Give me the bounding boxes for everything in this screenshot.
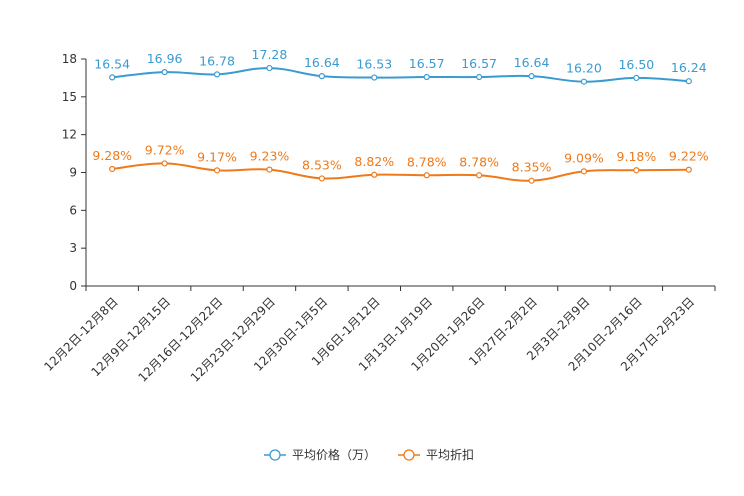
series-line-1	[112, 67, 689, 83]
y-tick-label: 18	[62, 52, 77, 66]
data-point	[371, 74, 378, 81]
data-point	[476, 73, 483, 81]
data-point	[423, 172, 430, 179]
legend-marker	[403, 449, 415, 461]
data-label: 8.78%	[459, 154, 499, 169]
data-label: 9.18%	[617, 149, 657, 164]
y-tick-label: 12	[62, 128, 77, 142]
data-label: 16.50	[618, 57, 654, 72]
legend-label: 平均价格（万）	[292, 447, 376, 462]
data-point	[528, 177, 535, 184]
data-label: 9.17%	[197, 149, 237, 164]
data-point	[633, 74, 640, 82]
data-label: 8.82%	[354, 154, 394, 169]
data-label: 16.64	[304, 55, 340, 70]
y-tick-label: 9	[69, 166, 77, 180]
data-label: 8.53%	[302, 157, 342, 172]
series-line-2	[112, 162, 689, 182]
data-point	[685, 166, 692, 173]
data-label: 16.24	[671, 60, 707, 75]
data-point	[161, 160, 168, 167]
data-point	[580, 78, 588, 85]
data-label: 9.28%	[92, 148, 132, 163]
data-label: 9.72%	[145, 142, 185, 157]
data-label: 16.54	[94, 56, 130, 71]
data-point	[371, 171, 378, 178]
data-label: 9.22%	[669, 149, 709, 164]
data-point	[109, 74, 116, 81]
data-label: 16.96	[147, 51, 183, 66]
data-label: 16.64	[514, 55, 550, 70]
data-label: 16.78	[199, 53, 235, 68]
data-point	[266, 166, 273, 173]
data-point	[318, 175, 325, 182]
y-tick-label: 15	[62, 90, 77, 104]
data-label: 16.57	[409, 56, 445, 71]
y-tick-label: 6	[69, 203, 77, 217]
data-label: 8.35%	[512, 160, 552, 175]
data-label: 16.20	[566, 61, 602, 76]
data-label: 16.57	[461, 56, 497, 71]
data-label: 9.23%	[250, 149, 290, 164]
data-point	[213, 167, 221, 174]
data-label: 16.53	[356, 57, 392, 72]
data-point	[213, 71, 221, 78]
data-point	[528, 73, 535, 80]
data-point	[161, 69, 168, 76]
data-label: 9.09%	[564, 150, 604, 165]
data-point	[423, 73, 430, 81]
y-tick-label: 3	[69, 241, 77, 255]
data-point	[633, 167, 640, 174]
data-label: 8.78%	[407, 154, 447, 169]
y-tick-label: 0	[69, 279, 77, 293]
data-label: 17.28	[252, 47, 288, 62]
data-point	[476, 172, 483, 179]
data-point	[318, 73, 325, 80]
legend-marker	[269, 449, 281, 461]
data-point	[109, 165, 116, 173]
data-point	[266, 64, 273, 72]
data-point	[685, 78, 692, 85]
legend-label: 平均折扣	[426, 447, 474, 462]
data-point	[580, 168, 588, 175]
